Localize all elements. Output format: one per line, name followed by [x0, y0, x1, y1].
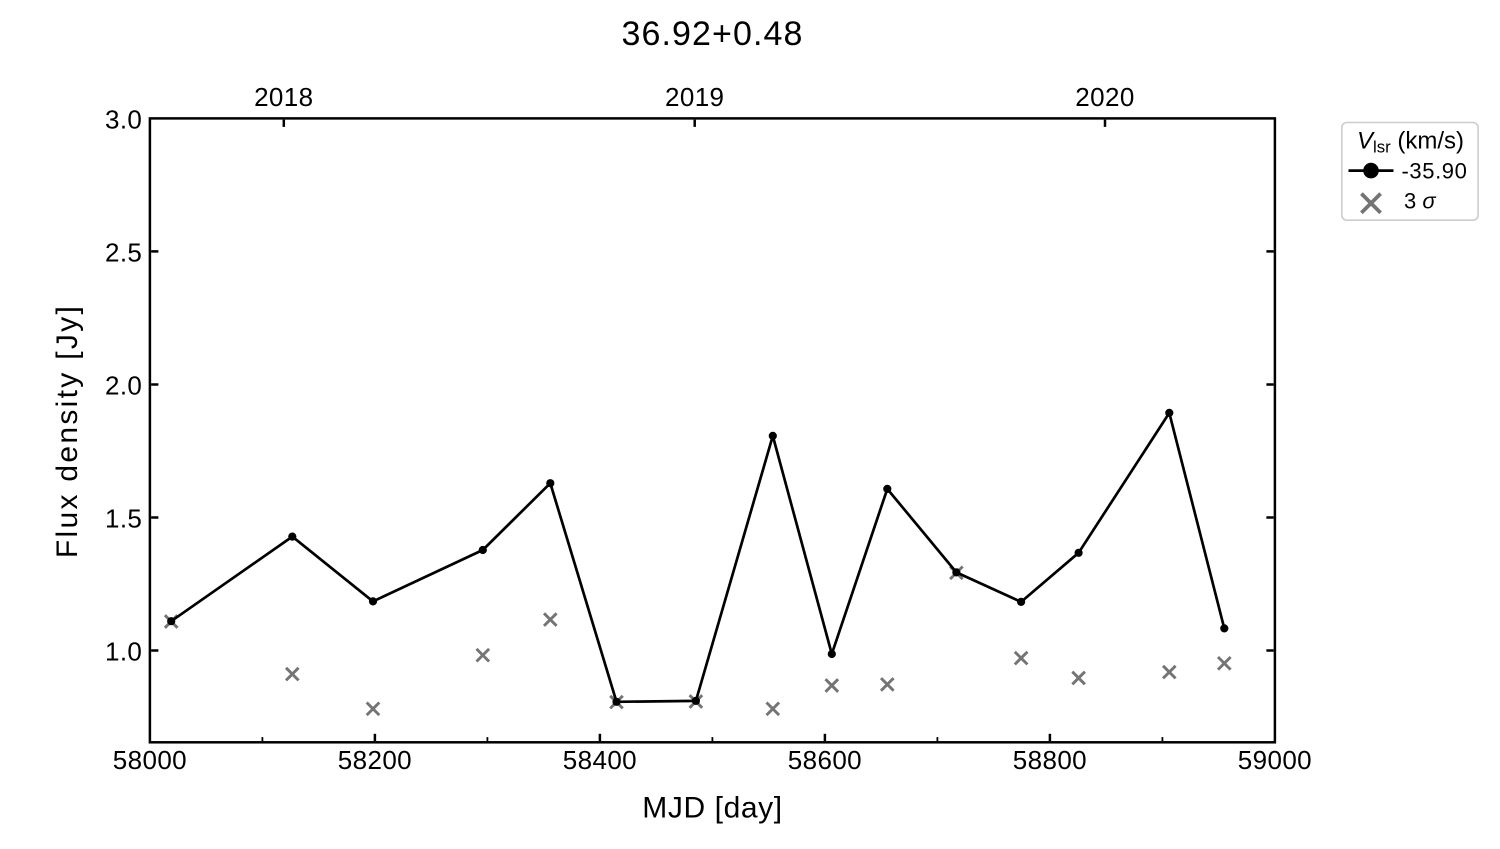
svg-text:59000: 59000	[1238, 745, 1312, 775]
svg-text:Vlsr (km/s): Vlsr (km/s)	[1357, 128, 1464, 157]
svg-text:36.92+0.48: 36.92+0.48	[621, 15, 803, 53]
svg-text:2.5: 2.5	[105, 238, 142, 268]
svg-text:2020: 2020	[1075, 82, 1134, 112]
svg-text:3 σ: 3 σ	[1404, 189, 1436, 214]
svg-text:2019: 2019	[665, 82, 724, 112]
svg-text:2018: 2018	[254, 82, 313, 112]
svg-text:-35.90: -35.90	[1402, 159, 1468, 184]
svg-text:58400: 58400	[563, 745, 637, 775]
svg-text:58800: 58800	[1013, 745, 1087, 775]
svg-text:3.0: 3.0	[105, 105, 142, 135]
svg-text:58000: 58000	[113, 745, 187, 775]
svg-text:Flux density [Jy]: Flux density [Jy]	[51, 304, 84, 558]
svg-text:MJD [day]: MJD [day]	[642, 792, 782, 825]
svg-text:1.0: 1.0	[105, 637, 142, 667]
svg-text:58600: 58600	[788, 745, 862, 775]
svg-text:1.5: 1.5	[105, 504, 142, 534]
svg-text:2.0: 2.0	[105, 371, 142, 401]
svg-text:58200: 58200	[338, 745, 412, 775]
